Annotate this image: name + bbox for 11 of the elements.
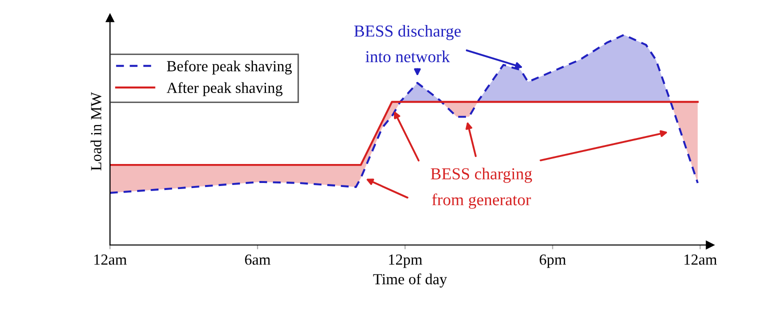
x-tick-label: 12am — [684, 254, 717, 265]
annotation: BESS charging from generator — [430, 168, 532, 209]
x-tick-label: 6am — [245, 254, 270, 265]
x-tick-label: 12am — [94, 254, 127, 265]
y-axis-title: Load in MW — [90, 92, 102, 171]
x-tick-label: 12pm — [389, 254, 422, 268]
x-tick-label: 6pm — [540, 254, 566, 268]
legend-label: After peak shaving — [166, 82, 282, 96]
legend-label: Before peak shaving — [166, 60, 292, 74]
annotation: BESS discharge into network — [354, 24, 461, 62]
x-axis-title: Time of day — [373, 273, 448, 288]
